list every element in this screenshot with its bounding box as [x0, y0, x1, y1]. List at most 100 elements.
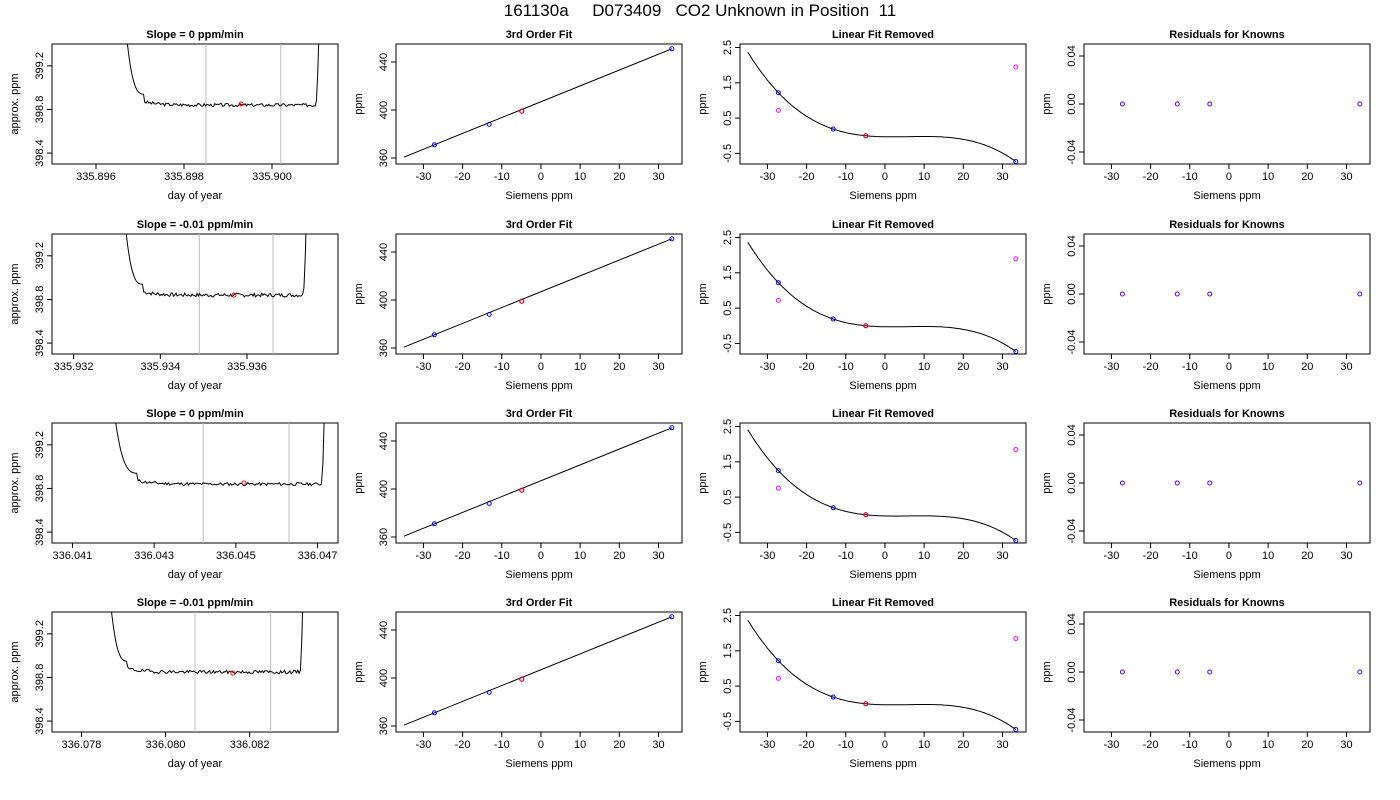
x-tick-label: 0 [538, 739, 544, 751]
x-tick-label: 0 [538, 550, 544, 562]
x-tick-label: 20 [1301, 361, 1313, 373]
x-tick-label: -10 [1182, 361, 1198, 373]
y-tick-label: 399.2 [34, 620, 46, 648]
x-tick-label: 30 [652, 739, 664, 751]
panel-title: Residuals for Knowns [1169, 597, 1285, 609]
x-tick-label: -10 [494, 171, 510, 183]
residual-point [1357, 101, 1363, 107]
known-point [431, 710, 437, 716]
known-point [486, 500, 492, 506]
y-axis-label: ppm [1041, 283, 1053, 304]
panel-3-1: 3rd Order Fit -30 -20 -10 0 10 20 30 360 400 440 Si… [353, 597, 683, 770]
panel-2-2: Linear Fit Removed -30 -20 -10 0 10 20 30 -0.5 0.… [697, 408, 1027, 581]
residual-point [1119, 669, 1125, 675]
x-tick-label: -20 [455, 550, 471, 562]
plot-frame [1083, 43, 1371, 165]
panel-title: Linear Fit Removed [832, 597, 934, 609]
x-tick-label: 10 [918, 739, 930, 751]
x-tick-label: -30 [759, 361, 775, 373]
linear-residual-point [1013, 635, 1019, 641]
y-tick-label: 400 [378, 291, 390, 309]
y-tick-label: 0.00 [1066, 472, 1078, 493]
x-tick-label: -30 [759, 739, 775, 751]
known-point [1013, 727, 1019, 733]
panel-title: 3rd Order Fit [506, 29, 573, 41]
plot-frame [395, 422, 683, 544]
residual-curve [747, 242, 1017, 352]
y-tick-label: 399.2 [34, 242, 46, 270]
plot-frame [1083, 422, 1371, 544]
x-tick-label: 20 [613, 171, 625, 183]
panel-1-0: Slope = -0.01 ppm/min 335.932 335.934 335.9… [9, 219, 339, 392]
plot-frame [1083, 611, 1371, 733]
unknown-point [519, 676, 525, 682]
x-tick-label: -30 [1103, 171, 1119, 183]
y-tick-label: 398.4 [34, 139, 46, 167]
y-tick-label: 0.00 [1066, 93, 1078, 114]
plot-frame [739, 43, 1027, 165]
current-point-marker [230, 670, 236, 676]
plot-frame [395, 43, 683, 165]
x-tick-label: -10 [1182, 739, 1198, 751]
plot-frame [739, 611, 1027, 733]
x-tick-label: -20 [799, 171, 815, 183]
trace-line [126, 44, 320, 108]
x-axis-label: Siemens ppm [505, 569, 572, 581]
x-tick-label: 30 [996, 171, 1008, 183]
x-axis-label: Siemens ppm [849, 190, 916, 202]
x-tick-label: 30 [1340, 550, 1352, 562]
panel-title: Linear Fit Removed [832, 219, 934, 231]
x-tick-label: -30 [1103, 739, 1119, 751]
panel-1-1: 3rd Order Fit -30 -20 -10 0 10 20 30 360 400 440 Si… [353, 219, 683, 392]
x-tick-label: 10 [1262, 171, 1274, 183]
residual-point [1207, 101, 1213, 107]
x-tick-label: 30 [652, 171, 664, 183]
x-tick-label: 10 [574, 171, 586, 183]
x-tick-label: -20 [799, 361, 815, 373]
y-axis-label: ppm [353, 472, 365, 493]
y-tick-label: 1.5 [722, 454, 734, 469]
x-tick-label: -30 [415, 739, 431, 751]
x-tick-label: 336.043 [134, 550, 174, 562]
y-tick-label: 440 [378, 432, 390, 450]
unknown-point [863, 133, 869, 139]
x-tick-label: -10 [838, 550, 854, 562]
fit-line [403, 427, 673, 537]
x-tick-label: -20 [455, 171, 471, 183]
panel-1-3: Residuals for Knowns -30 -20 -10 0 10 20 30 -0.0… [1041, 219, 1371, 392]
y-axis-label: ppm [1041, 661, 1053, 682]
known-point [669, 236, 675, 242]
y-tick-label: 398.4 [34, 518, 46, 546]
x-tick-label: -20 [1143, 361, 1159, 373]
panel-0-1: 3rd Order Fit -30 -20 -10 0 10 20 30 360 400 440 Si… [353, 29, 683, 202]
y-tick-label: 398.8 [34, 475, 46, 503]
x-tick-label: 10 [918, 361, 930, 373]
x-axis-label: day of year [168, 569, 223, 581]
page-title: 161130a D073409 CO2 Unknown in Position … [503, 1, 897, 20]
panel-1-2: Linear Fit Removed -30 -20 -10 0 10 20 30 -0.5 0.… [697, 219, 1027, 392]
current-point-marker [231, 292, 237, 298]
panel-title: 3rd Order Fit [506, 219, 573, 231]
known-point [431, 521, 437, 527]
y-axis-label: ppm [697, 93, 709, 114]
panel-2-0: Slope = 0 ppm/min 336.041 336.043 336.045 33… [9, 408, 339, 581]
x-tick-label: 30 [652, 550, 664, 562]
x-tick-label: 30 [1340, 171, 1352, 183]
residual-point [1357, 480, 1363, 486]
x-tick-label: -30 [1103, 550, 1119, 562]
y-axis-label: ppm [353, 93, 365, 114]
x-tick-label: 10 [1262, 550, 1274, 562]
x-tick-label: 10 [918, 550, 930, 562]
y-tick-label: 398.8 [34, 96, 46, 124]
panel-0-0: Slope = 0 ppm/min 335.896 335.898 335.900 39… [9, 29, 339, 202]
x-tick-label: 10 [918, 171, 930, 183]
known-point [669, 614, 675, 620]
x-tick-label: 10 [1262, 361, 1274, 373]
y-tick-label: 0.04 [1066, 613, 1078, 634]
x-tick-label: 0 [1226, 361, 1232, 373]
panel-2-3: Residuals for Knowns -30 -20 -10 0 10 20 30 -0.0… [1041, 408, 1371, 581]
y-tick-label: 360 [378, 528, 390, 546]
y-tick-label: 0.00 [1066, 661, 1078, 682]
y-tick-label: 360 [378, 149, 390, 167]
